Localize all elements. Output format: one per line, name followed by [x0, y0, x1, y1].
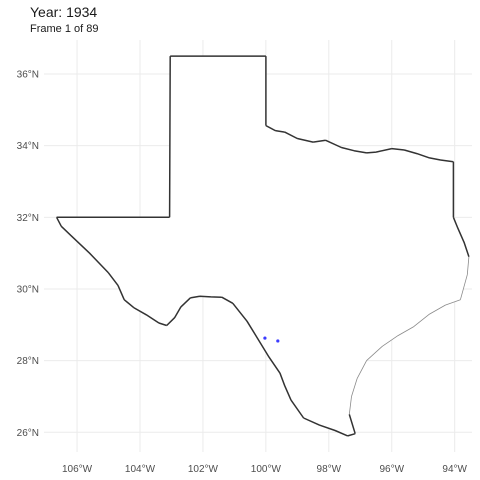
x-tick-label: 102°W — [188, 464, 219, 475]
state-fill — [56, 56, 469, 436]
y-axis-labels: 26°N 28°N 30°N 32°N 34°N 36°N — [17, 70, 39, 439]
x-tick-label: 100°W — [251, 464, 282, 475]
x-tick-label: 94°W — [442, 464, 467, 475]
y-tick-label: 34°N — [17, 141, 39, 152]
y-tick-label: 32°N — [17, 213, 39, 224]
x-tick-label: 96°W — [379, 464, 404, 475]
land-border — [55, 55, 470, 437]
x-tick-label: 98°W — [317, 464, 342, 475]
y-tick-label: 36°N — [17, 70, 39, 81]
state-outline — [55, 55, 470, 437]
x-tick-label: 106°W — [62, 464, 93, 475]
y-tick-label: 26°N — [17, 428, 39, 439]
data-point — [263, 336, 267, 340]
x-axis-labels: 106°W 104°W 102°W 100°W 98°W 96°W 94°W — [62, 464, 468, 475]
data-point — [276, 339, 280, 343]
y-tick-label: 28°N — [17, 356, 39, 367]
chart-subtitle: Frame 1 of 89 — [30, 23, 99, 35]
y-tick-label: 30°N — [17, 284, 39, 295]
x-tick-label: 104°W — [125, 464, 156, 475]
chart-title: Year: 1934 — [30, 4, 98, 20]
coastline — [348, 256, 470, 415]
data-points — [263, 336, 280, 343]
